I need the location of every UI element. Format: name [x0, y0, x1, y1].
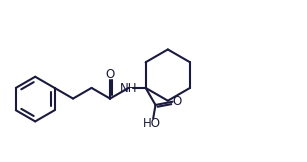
- Text: NH: NH: [120, 82, 138, 95]
- Text: O: O: [106, 68, 115, 81]
- Text: O: O: [172, 95, 181, 108]
- Text: HO: HO: [143, 116, 161, 130]
